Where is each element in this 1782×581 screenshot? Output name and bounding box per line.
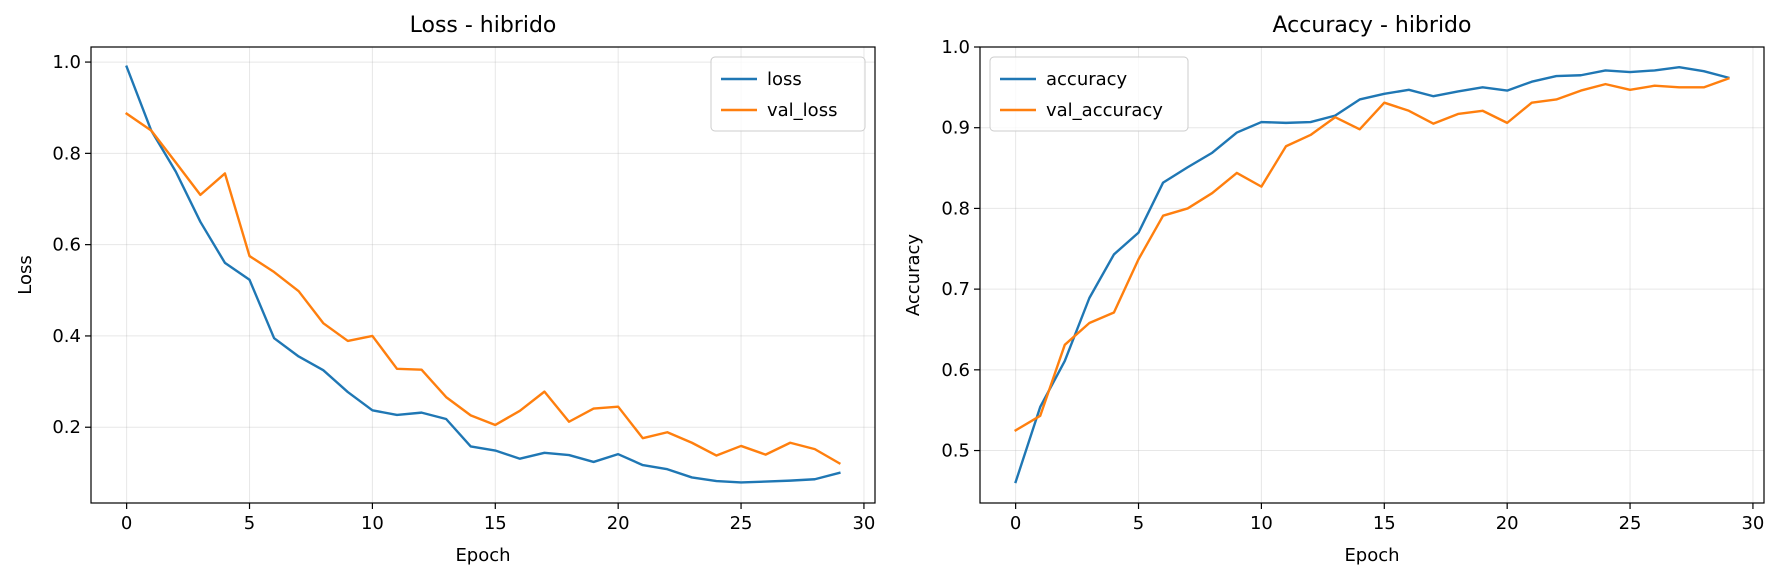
loss-x-tick-label: 0 (121, 513, 132, 534)
legend-label-accuracy: accuracy (1046, 69, 1128, 90)
loss-x-tick-label: 20 (607, 513, 630, 534)
loss-x-tick-label: 25 (730, 513, 753, 534)
series-line-loss (125, 65, 841, 484)
accuracy-y-tick-label: 1.0 (941, 37, 970, 58)
loss-x-tick-label: 30 (852, 513, 875, 534)
series-line-val-accuracy (1013, 76, 1730, 433)
loss-chart: Loss - hibrido 0 5 10 15 20 25 30 0.2 0.4 0.6 0.8… (15, 13, 876, 566)
loss-legend-box (710, 56, 866, 132)
loss-y-tick-label: 0.8 (52, 143, 81, 164)
legend-label-val-loss: val_loss (767, 100, 837, 121)
accuracy-chart-title: Accuracy - hibrido (1273, 13, 1472, 38)
loss-y-tick-label: 0.2 (52, 417, 81, 438)
accuracy-y-tick-label: 0.5 (941, 441, 970, 462)
loss-chart-title: Loss - hibrido (410, 13, 557, 38)
loss-x-tick-label: 15 (484, 513, 507, 534)
accuracy-legend: accuracy val_accuracy (989, 56, 1189, 132)
accuracy-x-tick-label: 20 (1496, 513, 1519, 534)
series-line-accuracy (1014, 65, 1730, 484)
loss-legend: loss val_loss (710, 56, 866, 132)
accuracy-y-tick-label: 0.9 (941, 118, 970, 139)
accuracy-y-tick-label: 0.6 (941, 360, 970, 381)
accuracy-y-tick-label: 0.7 (941, 279, 970, 300)
loss-x-axis-label: Epoch (455, 545, 510, 566)
accuracy-x-tick-label: 0 (1010, 513, 1021, 534)
loss-x-tick-label: 10 (361, 513, 384, 534)
accuracy-y-axis-label: Accuracy (903, 234, 924, 317)
loss-y-tick-label: 0.6 (52, 235, 81, 256)
loss-y-axis-label: Loss (15, 255, 36, 294)
loss-x-tick-label: 5 (244, 513, 255, 534)
accuracy-y-tick-label: 0.8 (941, 198, 970, 219)
accuracy-x-tick-label: 25 (1619, 513, 1642, 534)
accuracy-x-tick-label: 10 (1250, 513, 1273, 534)
accuracy-x-tick-label: 5 (1133, 513, 1144, 534)
series-line-val-loss (124, 111, 841, 465)
loss-y-tick-label: 1.0 (52, 52, 81, 73)
loss-y-tick-label: 0.4 (52, 326, 81, 347)
accuracy-x-axis-label: Epoch (1344, 545, 1399, 566)
legend-label-val-accuracy: val_accuracy (1046, 100, 1163, 121)
accuracy-x-tick-label: 30 (1741, 513, 1764, 534)
accuracy-x-tick-label: 15 (1373, 513, 1396, 534)
accuracy-chart: Accuracy - hibrido 0 5 10 15 20 25 30 0.5 0.6 0.… (903, 13, 1765, 566)
accuracy-legend-box (989, 56, 1189, 132)
legend-label-loss: loss (767, 69, 802, 90)
accuracy-plot-area (979, 46, 1765, 504)
loss-plot-area (90, 46, 876, 504)
